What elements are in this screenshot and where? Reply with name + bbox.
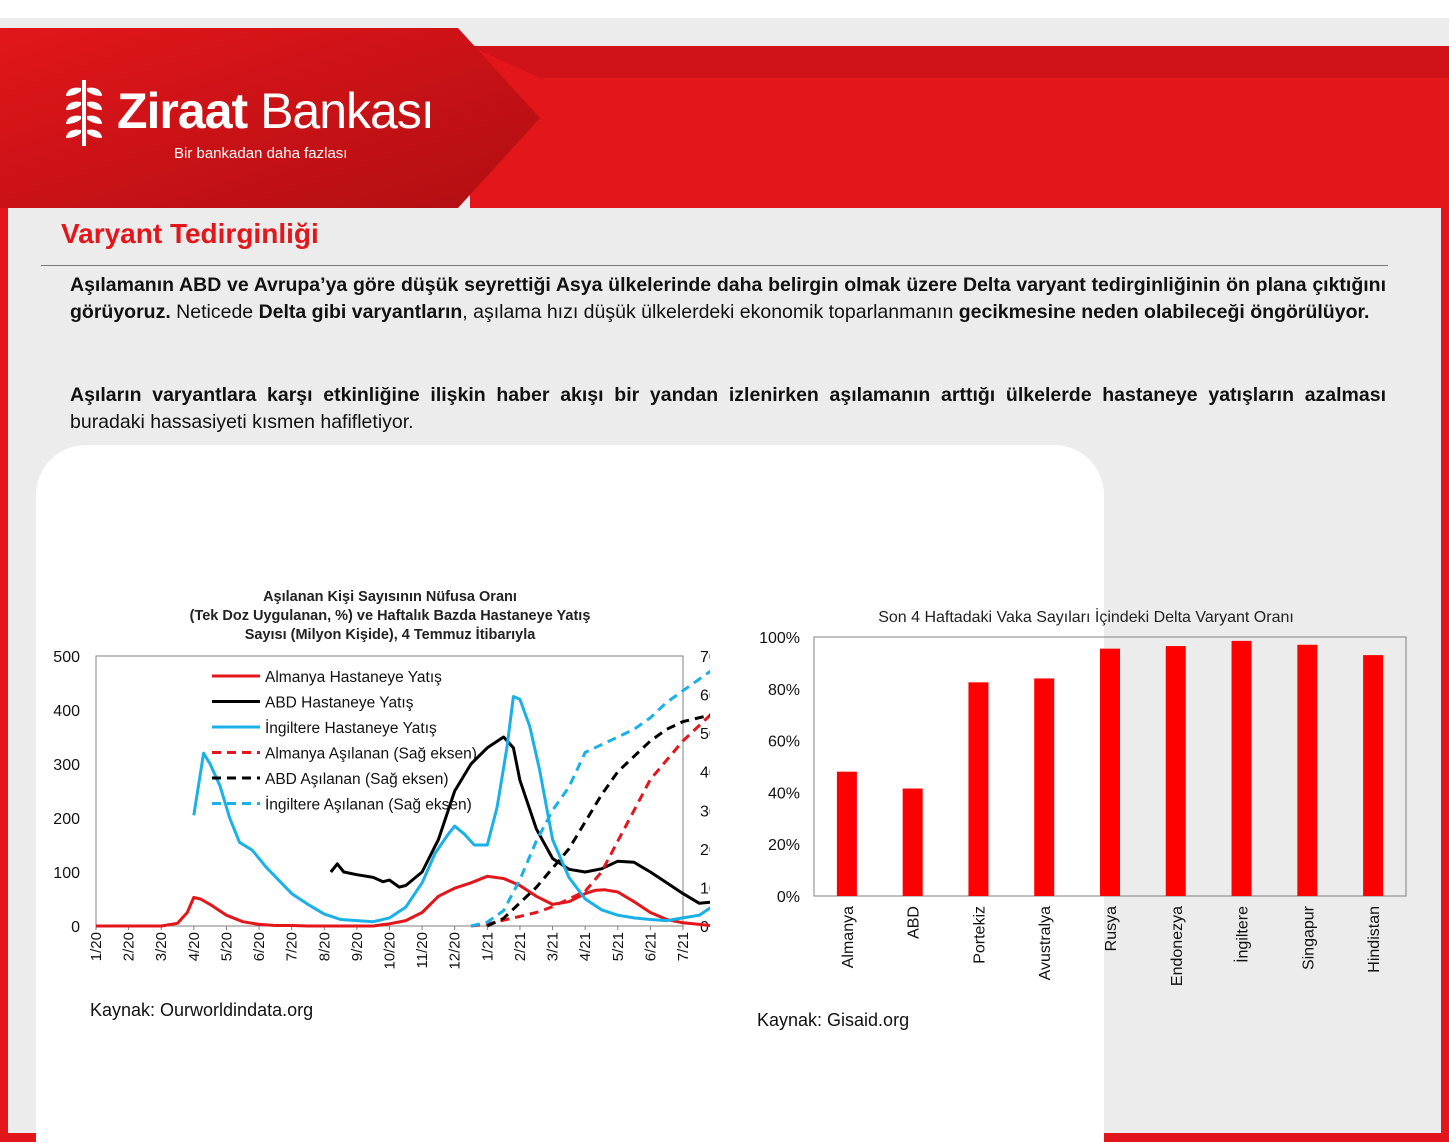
y-right-tick-label: 0 <box>700 919 709 936</box>
paragraph-run: Neticede <box>170 301 259 323</box>
legend-label: ABD Aşılanan (Sağ eksen) <box>265 771 449 788</box>
chart-title: Son 4 Haftadaki Vaka Sayıları İçindeki D… <box>878 607 1294 626</box>
y-tick-label: 80% <box>768 682 800 699</box>
paragraph-2: Aşıların varyantlara karşı etkinliğine i… <box>70 382 1386 436</box>
x-tick-label: ABD <box>906 906 923 939</box>
legend-label: İngiltere Hastaneye Yatış <box>265 719 437 737</box>
page-title: Varyant Tedirginliği <box>61 218 319 249</box>
x-tick-label: 7/20 <box>284 932 301 961</box>
x-tick-label: 3/20 <box>153 932 170 961</box>
paragraph-run: Aşılamanın ABD ve Avrupa’ya göre düşük s… <box>70 274 1386 323</box>
y-tick-label: 0% <box>777 889 800 906</box>
bar <box>1034 678 1055 896</box>
x-tick-label: Rusya <box>1103 906 1120 951</box>
bar <box>1100 648 1120 896</box>
x-tick-label: 12/20 <box>447 932 464 970</box>
y-left-tick-label: 300 <box>53 757 80 774</box>
y-tick-label: 60% <box>768 734 800 751</box>
source-right: Kaynak: Gisaid.org <box>757 1010 910 1030</box>
legend-label: Almanya Aşılanan (Sağ eksen) <box>265 746 477 763</box>
x-tick-label: 10/20 <box>382 932 399 970</box>
legend-label: Almanya Hastaneye Yatış <box>265 669 442 686</box>
x-tick-label: 4/21 <box>577 932 594 961</box>
y-right-tick-label: 70 <box>700 649 710 666</box>
header-banner <box>0 18 1449 218</box>
chart-title-line: Sayısı (Milyon Kişide), 4 Temmuz İtibarı… <box>245 626 537 643</box>
x-tick-label: 8/20 <box>316 932 333 961</box>
x-tick-label: 1/20 <box>88 932 105 961</box>
y-right-tick-label: 10 <box>700 880 710 897</box>
x-tick-label: Endonezya <box>1169 906 1186 986</box>
series-line <box>96 874 710 928</box>
x-tick-label: Hindistan <box>1366 906 1383 973</box>
legend-label: ABD Hastaneye Yatış <box>265 695 414 712</box>
title-divider <box>41 265 1388 266</box>
bar <box>902 788 923 896</box>
x-tick-label: 5/21 <box>610 932 627 961</box>
y-right-tick-label: 60 <box>700 688 710 705</box>
x-tick-label: Portekiz <box>971 906 988 964</box>
paragraph-run: , aşılama hızı düşük ülkelerdeki ekonomi… <box>462 301 959 323</box>
y-tick-label: 100% <box>759 630 800 647</box>
frame-left <box>0 208 8 1142</box>
y-tick-label: 20% <box>768 837 800 854</box>
x-tick-label: 3/21 <box>545 932 562 961</box>
x-tick-label: 5/20 <box>218 932 235 961</box>
paragraph-run: gecikmesine neden olabileceği öngörülüyo… <box>958 301 1370 323</box>
x-tick-label: Almanya <box>840 906 857 968</box>
y-right-tick-label: 20 <box>700 842 710 859</box>
bar <box>1231 640 1252 896</box>
x-tick-label: 6/21 <box>642 932 659 961</box>
bar <box>836 771 857 896</box>
x-tick-label: 6/20 <box>251 932 268 961</box>
x-tick-label: Avustralya <box>1037 906 1054 981</box>
x-tick-label: 11/20 <box>414 932 431 968</box>
series-line <box>486 713 710 928</box>
y-left-tick-label: 200 <box>53 811 80 828</box>
bar <box>1297 644 1318 896</box>
paragraph-run: buradaki hassasiyeti kısmen hafifletiyor… <box>70 411 414 433</box>
y-right-tick-label: 50 <box>700 726 710 743</box>
y-left-tick-label: 100 <box>53 865 80 882</box>
x-tick-label: 7/21 <box>675 932 692 961</box>
y-tick-label: 40% <box>768 785 800 802</box>
x-tick-label: Singapur <box>1300 905 1317 970</box>
source-left: Kaynak: Ourworldindata.org <box>90 1000 314 1020</box>
chart-title-line: Aşılanan Kişi Sayısının Nüfusa Oranı <box>263 589 517 605</box>
chart-panel <box>36 445 1104 1145</box>
frame-right <box>1441 208 1449 1142</box>
y-left-tick-label: 500 <box>53 649 80 666</box>
paragraph-run: Delta gibi varyantların <box>258 301 463 323</box>
x-tick-label: 1/21 <box>479 932 496 961</box>
y-right-tick-label: 30 <box>700 803 710 820</box>
series-line <box>470 713 710 928</box>
brand-slogan: Bir bankadan daha fazlası <box>174 145 348 162</box>
y-right-tick-label: 40 <box>700 765 710 782</box>
series-line <box>192 695 710 924</box>
chart-title-line: (Tek Doz Uygulanan, %) ve Haftalık Bazda… <box>190 608 591 624</box>
x-tick-label: 2/20 <box>121 932 138 961</box>
slide: Ziraat Bankası Bir bankadan daha fazlası… <box>0 18 1449 1145</box>
ziraat-wheat-logo-icon <box>66 80 102 146</box>
paragraph-run: Aşıların varyantlara karşı etkinliğine i… <box>70 384 1386 406</box>
y-left-tick-label: 0 <box>71 919 80 936</box>
x-tick-label: 9/20 <box>349 932 366 961</box>
vaccination-hospitalization-chart: Aşılanan Kişi Sayısının Nüfusa Oranı (Tek… <box>53 589 710 970</box>
delta-variant-share-chart: Son 4 Haftadaki Vaka Sayıları İçindeki D… <box>759 607 1407 986</box>
series-line <box>470 669 710 928</box>
series-line <box>329 735 710 905</box>
paragraph-1: Aşılamanın ABD ve Avrupa’ya göre düşük s… <box>70 272 1386 326</box>
y-left-tick-label: 400 <box>53 703 80 720</box>
bar <box>1363 655 1384 896</box>
x-tick-label: 2/21 <box>512 932 529 961</box>
bar <box>968 682 989 896</box>
legend-label: İngiltere Aşılanan (Sağ eksen) <box>265 796 472 814</box>
x-tick-label: 4/20 <box>186 932 203 961</box>
x-tick-label: İngiltere <box>1233 906 1252 963</box>
brand-name: Ziraat Bankası <box>117 83 435 139</box>
bar <box>1165 646 1186 896</box>
